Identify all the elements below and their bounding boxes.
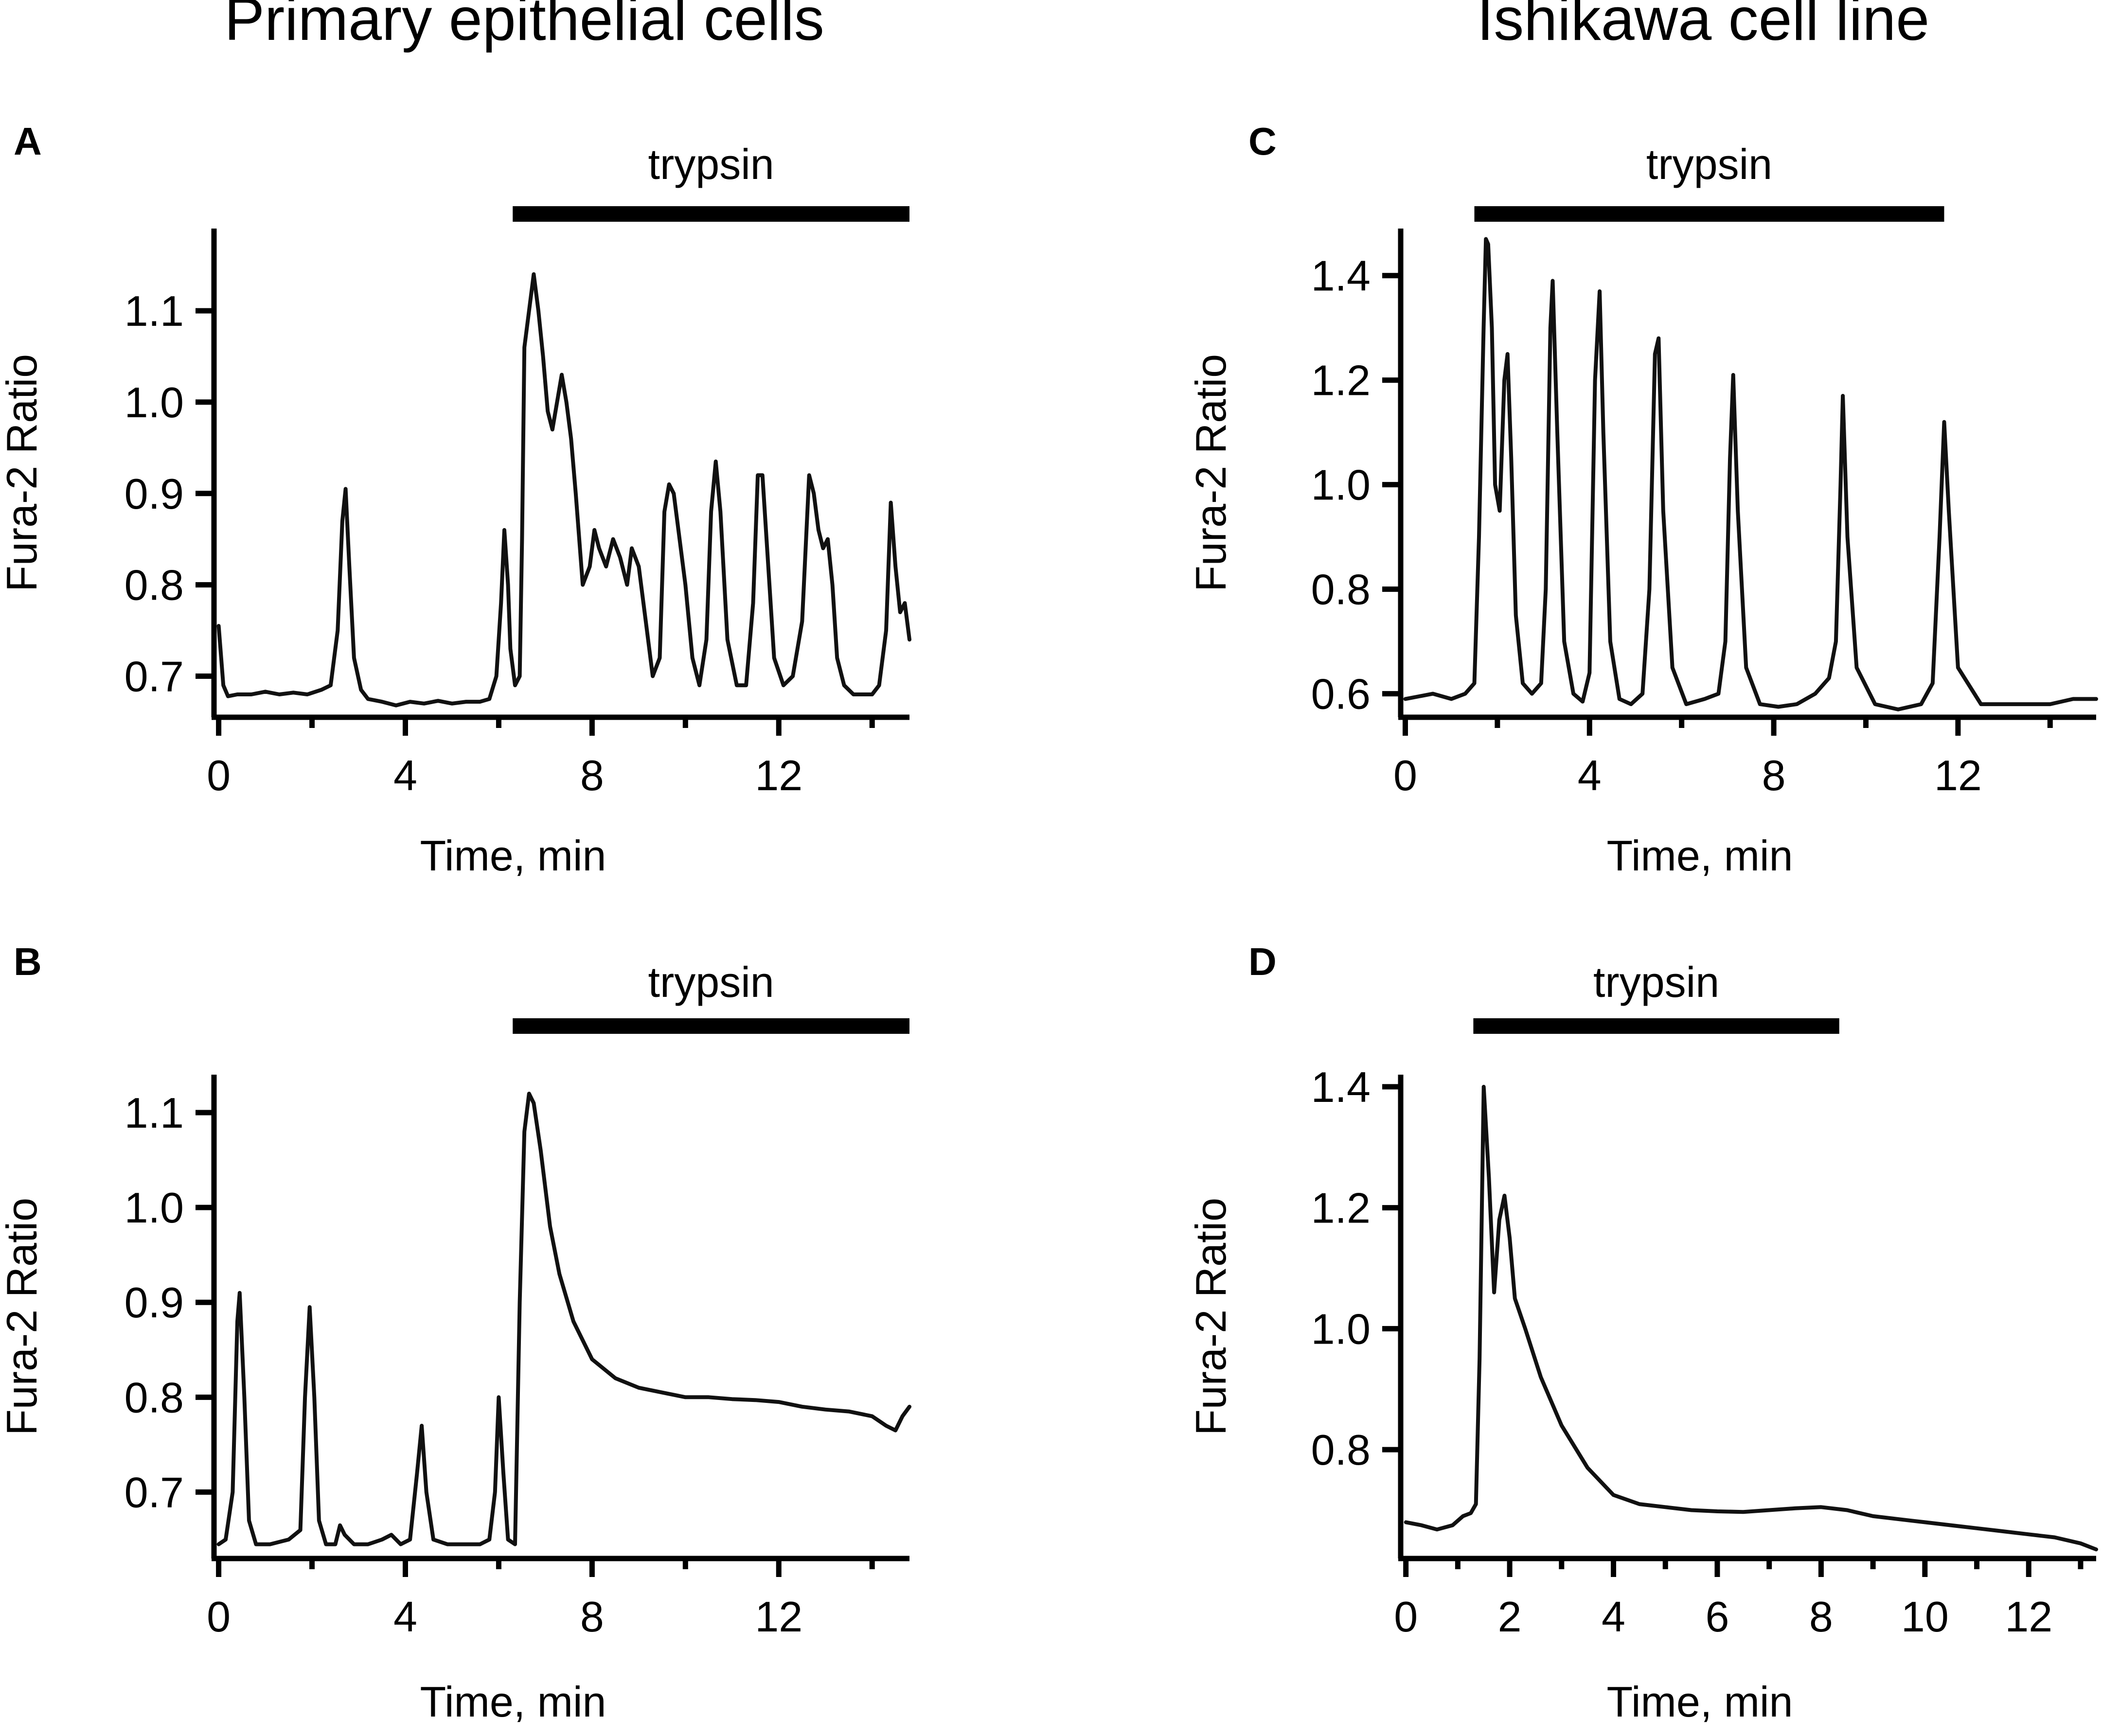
- x-tick-label: 0: [1394, 1593, 1418, 1641]
- x-tick-label: 8: [1809, 1593, 1833, 1641]
- y-tick-label: 0.7: [125, 652, 184, 700]
- x-tick-label: 4: [1602, 1593, 1625, 1641]
- x-tick-label: 8: [580, 751, 604, 799]
- stimulus-bar: [1473, 1018, 1839, 1034]
- x-axis-label: Time, min: [1607, 1678, 1793, 1726]
- panel-letter: B: [14, 940, 42, 983]
- x-axis-label: Time, min: [420, 832, 606, 880]
- stimulus-label: trypsin: [648, 958, 774, 1006]
- x-axis-label: Time, min: [420, 1678, 606, 1726]
- y-tick-label: 1.2: [1311, 356, 1371, 405]
- x-tick-label: 0: [207, 751, 231, 799]
- y-axis-label: Fura-2 Ratio: [1187, 1198, 1235, 1435]
- panel-letter: C: [1248, 120, 1277, 163]
- trace-line: [216, 272, 911, 708]
- column-title-ishikawa: Ishikawa cell line: [1477, 0, 1929, 53]
- y-tick-label: 1.4: [1311, 1063, 1371, 1111]
- x-tick-label: 12: [1934, 751, 1982, 799]
- stimulus-bar: [1474, 206, 1944, 222]
- trace-line: [216, 1092, 911, 1546]
- x-tick-label: 4: [393, 751, 417, 799]
- y-tick-label: 1.4: [1311, 252, 1371, 300]
- y-tick-label: 0.8: [125, 1373, 184, 1421]
- x-tick-label: 2: [1498, 1593, 1522, 1641]
- x-tick-label: 12: [755, 751, 802, 799]
- trace-line: [1404, 1084, 2098, 1552]
- y-tick-label: 0.8: [1311, 566, 1371, 614]
- trace-line: [1403, 237, 2098, 711]
- x-tick-label: 8: [1762, 751, 1786, 799]
- y-axis-label: Fura-2 Ratio: [0, 1198, 46, 1435]
- y-tick-label: 1.0: [125, 1184, 184, 1232]
- y-tick-label: 0.9: [125, 470, 184, 518]
- x-tick-label: 0: [207, 1593, 231, 1641]
- y-tick-label: 1.1: [125, 287, 184, 335]
- y-tick-label: 0.8: [1311, 1426, 1371, 1474]
- y-tick-label: 0.8: [125, 561, 184, 609]
- stimulus-label: trypsin: [1646, 140, 1772, 188]
- y-axis-label: Fura-2 Ratio: [0, 354, 46, 592]
- y-tick-label: 1.0: [1311, 1305, 1371, 1353]
- stimulus-label: trypsin: [648, 140, 774, 188]
- x-tick-label: 0: [1393, 751, 1417, 799]
- x-tick-label: 10: [1901, 1593, 1949, 1641]
- y-tick-label: 0.7: [125, 1468, 184, 1516]
- y-tick-label: 0.6: [1311, 670, 1371, 718]
- panel-letter: A: [14, 120, 42, 163]
- y-tick-label: 1.0: [125, 378, 184, 426]
- y-axis-label: Fura-2 Ratio: [1187, 354, 1235, 592]
- column-title-primary: Primary epithelial cells: [224, 0, 824, 53]
- y-tick-label: 1.2: [1311, 1184, 1371, 1232]
- x-tick-label: 8: [580, 1593, 604, 1641]
- x-tick-label: 12: [755, 1593, 802, 1641]
- stimulus-label: trypsin: [1593, 958, 1719, 1006]
- x-tick-label: 4: [393, 1593, 417, 1641]
- y-tick-label: 1.0: [1311, 461, 1371, 509]
- stimulus-bar: [513, 206, 909, 222]
- x-tick-label: 6: [1705, 1593, 1729, 1641]
- stimulus-bar: [513, 1018, 909, 1034]
- y-tick-label: 0.9: [125, 1278, 184, 1327]
- x-tick-label: 4: [1578, 751, 1602, 799]
- x-axis-label: Time, min: [1607, 832, 1793, 880]
- x-tick-label: 12: [2005, 1593, 2052, 1641]
- y-tick-label: 1.1: [125, 1089, 184, 1137]
- panel-letter: D: [1248, 940, 1277, 983]
